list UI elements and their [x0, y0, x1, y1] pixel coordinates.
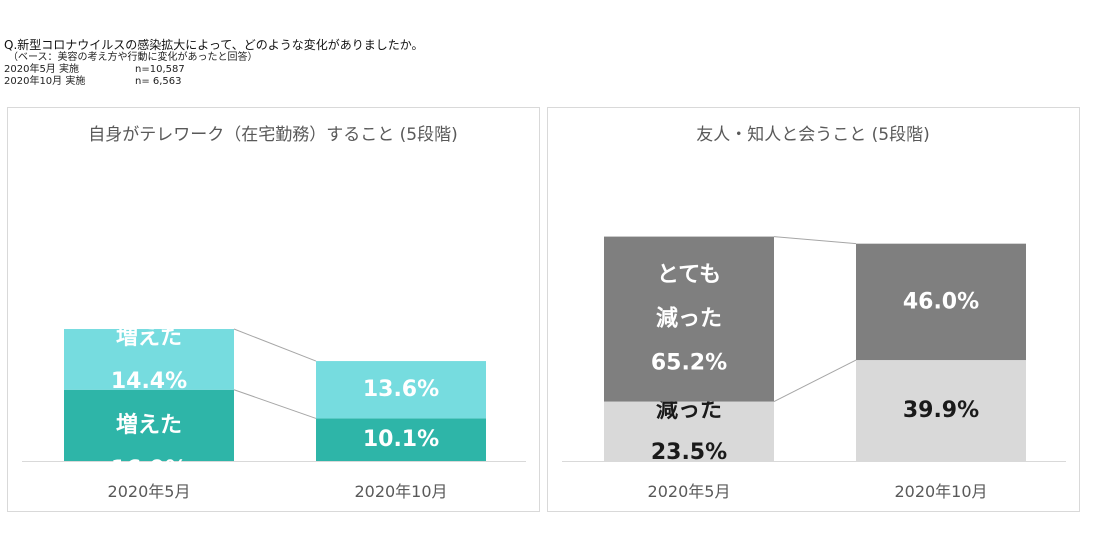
chart-panel-telework: 自身がテレワーク（在宅勤務）すること (5段階)とても増えた16.9%10.1%…	[7, 107, 540, 512]
chart-title: 友人・知人と会うこと (5段階)	[696, 125, 929, 145]
data-label: 23.5%	[651, 440, 727, 465]
data-label: 10.1%	[363, 427, 439, 452]
sample-row-may: 2020年5月 実施 n=10,587	[4, 64, 423, 76]
data-label: 減った	[656, 307, 722, 332]
bar-segment-very	[64, 389, 234, 461]
chart-title: 自身がテレワーク（在宅勤務）すること (5段階)	[88, 125, 457, 145]
question-text: Q.新型コロナウイルスの感染拡大によって、どのような変化がありましたか。	[4, 38, 424, 52]
sample-n: n=10,587	[135, 64, 185, 76]
bar-segment-very	[604, 236, 774, 402]
data-label: 増えた	[116, 412, 182, 438]
data-label: 39.9%	[903, 398, 979, 423]
data-label: 46.0%	[903, 289, 979, 314]
sample-label: 2020年10月 実施	[4, 76, 86, 88]
category-label: 2020年5月	[648, 482, 731, 501]
connector-line	[233, 389, 317, 419]
sample-row-oct: 2020年10月 実施 n= 6,563	[4, 76, 423, 88]
bar-segment-some	[316, 361, 486, 419]
data-label: 13.6%	[363, 377, 439, 402]
category-label: 2020年10月	[894, 482, 987, 501]
chart-telework: 自身がテレワーク（在宅勤務）すること (5段階)とても増えた16.9%10.1%…	[22, 125, 526, 501]
sample-n: n= 6,563	[135, 76, 182, 88]
category-label: 2020年10月	[354, 482, 447, 501]
data-label: 減った	[656, 398, 722, 423]
chart-panel-meet-friends: 友人・知人と会うこと (5段階) 減った 23.5% 39.9% とても減った 65.2%…	[547, 107, 1080, 512]
connector-line	[773, 359, 857, 402]
bar-segment-some	[856, 360, 1026, 461]
connector-line	[773, 236, 857, 245]
bar-segment-very	[316, 418, 486, 461]
data-label: 65.2%	[651, 351, 727, 376]
data-label: とても	[657, 263, 721, 288]
sample-label: 2020年5月 実施	[4, 64, 79, 76]
bar-segment-some	[604, 401, 774, 461]
bar-segment-some	[64, 329, 234, 390]
bar-segment-very	[856, 243, 1026, 361]
category-label: 2020年5月	[108, 482, 191, 501]
question-header: Q.新型コロナウイルスの感染拡大によって、どのような変化がありましたか。 （ベー…	[4, 38, 423, 88]
data-label: 16.9%	[111, 457, 187, 482]
connector-line	[233, 328, 317, 362]
data-label: 14.4%	[111, 369, 187, 394]
data-label: 増えた	[116, 324, 182, 350]
base-note: （ベース：美容の考え方や行動に変化があったと回答）	[8, 52, 258, 64]
